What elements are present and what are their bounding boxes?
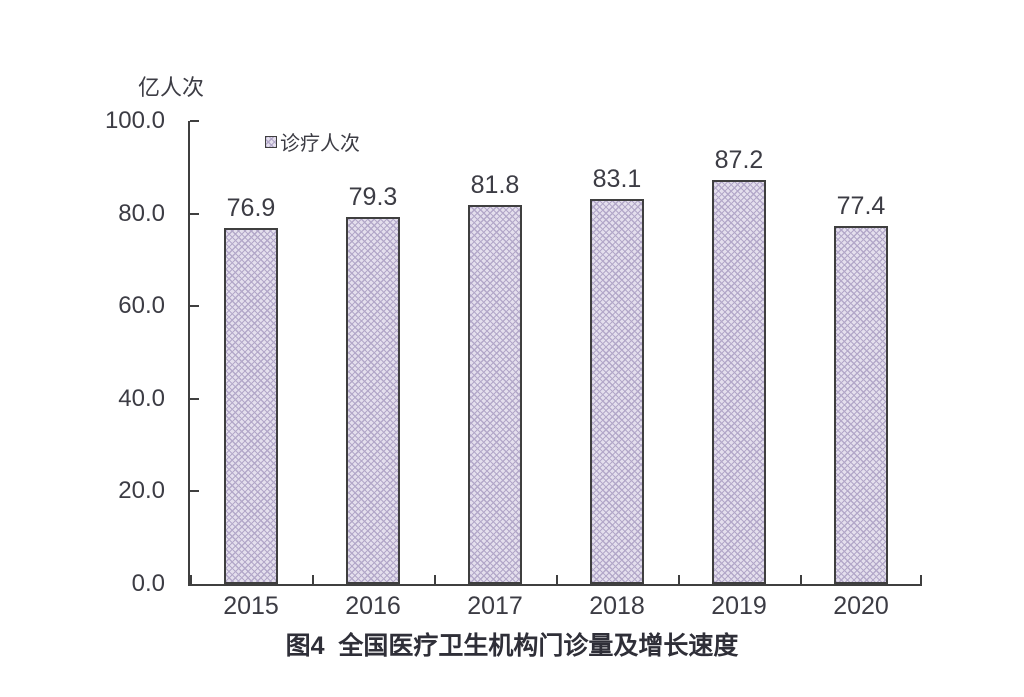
bar-2017: [468, 205, 522, 584]
x-axis-tick: [920, 575, 922, 584]
y-axis-tick: [190, 212, 199, 215]
y-axis-unit-label: 亿人次: [138, 75, 205, 100]
x-axis-label: 2017: [467, 592, 523, 620]
x-axis-tick: [434, 575, 436, 584]
y-axis-tick: [190, 305, 199, 308]
x-axis-label: 2019: [711, 592, 767, 620]
plot-area: 0.0 20.0 40.0 60.0 80.0 100.0 76.9 2015 79.3 2016…: [105, 108, 922, 620]
y-axis-tick-label: 100.0: [104, 107, 165, 134]
y-axis-tick-label: 80.0: [118, 199, 165, 227]
x-axis-tick: [800, 575, 802, 584]
x-axis-tick: [312, 575, 314, 584]
bar-2016: [346, 216, 400, 584]
legend-marker-icon: [265, 135, 277, 148]
y-axis-tick-label: 20.0: [118, 477, 165, 505]
bar-value-label: 83.1: [592, 165, 642, 194]
x-axis-label: 2015: [223, 592, 279, 620]
x-axis-label: 2018: [589, 592, 645, 620]
y-axis-tick-label: 60.0: [118, 292, 165, 320]
bar-2015: [224, 227, 278, 584]
y-axis-tick: [190, 490, 199, 493]
bar-2018: [590, 199, 644, 584]
x-axis-label: 2020: [833, 592, 889, 620]
y-axis-tick-label: 40.0: [118, 384, 165, 412]
legend-series-label: 诊疗人次: [280, 133, 360, 155]
bar-value-label: 87.2: [714, 146, 764, 175]
x-axis-tick: [190, 575, 192, 584]
bar-value-label: 76.9: [226, 193, 276, 222]
x-axis-tick: [678, 575, 680, 584]
legend: 诊疗人次: [265, 127, 360, 156]
y-axis-tick: [190, 397, 199, 400]
chart-title: 图4 全国医疗卫生机构门诊量及增长速度: [285, 632, 739, 660]
bar-value-label: 79.3: [348, 182, 398, 211]
y-axis-tick-label: 0.0: [131, 570, 165, 597]
bar-value-label: 81.8: [470, 171, 520, 200]
bar-2020: [834, 225, 888, 584]
bar-value-label: 77.4: [836, 191, 886, 220]
x-axis-label: 2016: [345, 592, 401, 620]
x-axis-tick: [556, 575, 558, 584]
bar-2019: [712, 180, 766, 584]
y-axis-tick: [190, 120, 199, 122]
